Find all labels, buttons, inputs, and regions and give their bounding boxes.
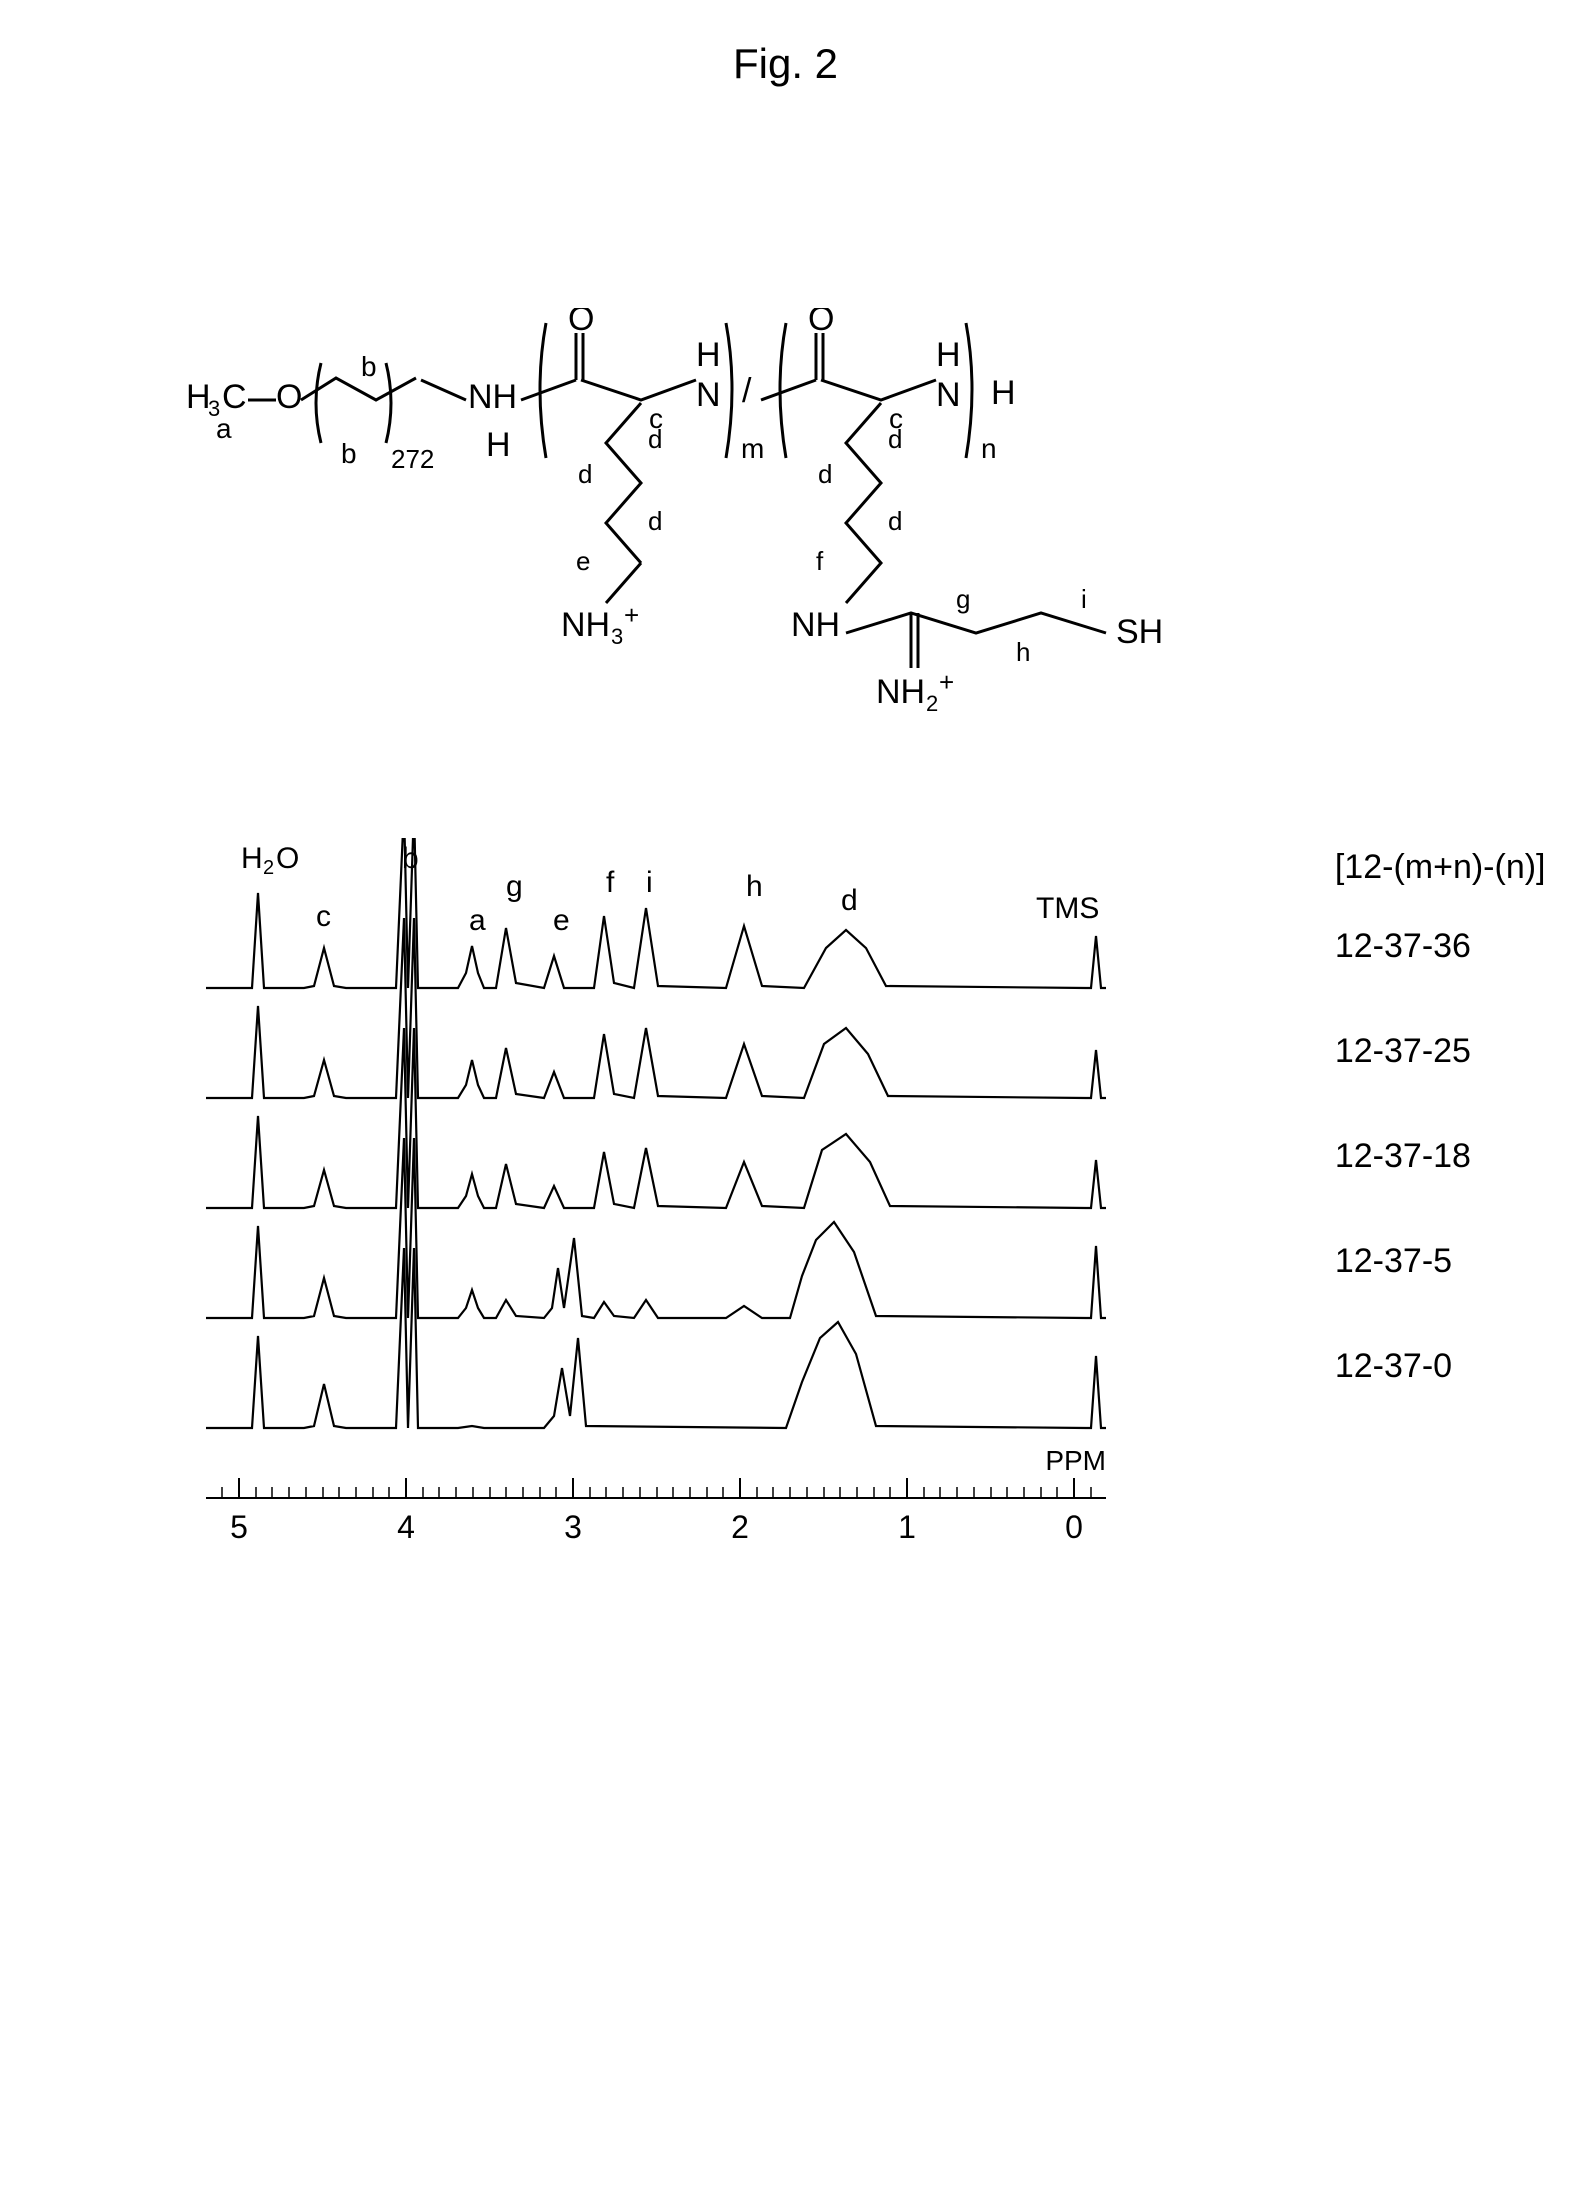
structure-n-sub-label: n	[981, 433, 997, 464]
structure-c-label: C	[222, 378, 247, 416]
trace-12-37-5	[206, 1138, 1106, 1318]
trace-12-37-0	[206, 1248, 1106, 1428]
peak-label-i: i	[646, 866, 653, 899]
structure-o-label: O	[276, 378, 302, 416]
axis-label-ppm: PPM	[1045, 1445, 1106, 1476]
peak-label-g: g	[506, 870, 523, 903]
structure-d2-label: d	[578, 459, 592, 489]
structure-b1-label: b	[361, 351, 377, 382]
structure-272-label: 272	[391, 444, 434, 474]
structure-h2-label: H	[936, 336, 961, 374]
series-label-2: 12-37-18	[1335, 1137, 1546, 1176]
structure-n1-label: N	[696, 376, 721, 414]
peak-label-h2o: H	[241, 842, 263, 875]
structure-nh3-plus: +	[624, 600, 639, 630]
structure-nh3-sub: 3	[611, 624, 623, 649]
tick-1: 1	[898, 1509, 916, 1545]
structure-o2-label: O	[808, 308, 834, 338]
structure-h1-label: H	[696, 336, 721, 374]
tick-5: 5	[230, 1509, 248, 1545]
tick-0: 0	[1065, 1509, 1083, 1545]
peak-label-h: h	[746, 870, 763, 903]
nmr-spectra-stack: H 2 O b c a g e f i h d TMS	[186, 838, 1386, 1598]
structure-d4-label: d	[888, 424, 902, 454]
structure-nh2plus: NH	[876, 673, 925, 711]
structure-d6-label: d	[888, 506, 902, 536]
structure-nh2-sub: 2	[926, 691, 938, 716]
structure-a-label: a	[216, 413, 232, 444]
chemical-structure: H 3 C a O b b 272 NH	[186, 308, 1286, 828]
structure-nh-label: NH	[468, 378, 517, 416]
structure-m-label: m	[741, 433, 764, 464]
peak-label-d: d	[841, 884, 858, 917]
structure-d1-label: d	[648, 424, 662, 454]
trace-group	[206, 838, 1106, 1428]
structure-terminal-h: H	[991, 374, 1016, 412]
structure-h-under-nh: H	[486, 426, 511, 464]
axis-minor-ticks	[222, 1487, 1091, 1498]
structure-slash: /	[742, 372, 752, 410]
trace-12-37-25	[206, 918, 1106, 1098]
structure-i-label: i	[1081, 584, 1087, 614]
nmr-spectra-svg: H 2 O b c a g e f i h d TMS	[186, 838, 1126, 1598]
structure-h-label: h	[1016, 637, 1030, 667]
tick-2: 2	[731, 1509, 749, 1545]
peak-label-a: a	[469, 904, 486, 937]
peak-label-h2o-o: O	[276, 842, 299, 875]
peak-label-tms: TMS	[1036, 892, 1099, 925]
structure-d3-label: d	[648, 506, 662, 536]
structure-d5-label: d	[818, 459, 832, 489]
structure-h3c-label: H	[186, 378, 211, 416]
structure-e-label: e	[576, 546, 590, 576]
structure-nh2-plus: +	[939, 667, 954, 697]
series-label-3: 12-37-5	[1335, 1242, 1546, 1281]
structure-nh-amidino: NH	[791, 606, 840, 644]
structure-nh3plus: NH	[561, 606, 610, 644]
series-label-4: 12-37-0	[1335, 1347, 1546, 1386]
structure-b2-label: b	[341, 438, 357, 469]
trace-12-37-18	[206, 1028, 1106, 1208]
peak-label-f: f	[606, 866, 615, 899]
series-label-0: 12-37-36	[1335, 927, 1546, 966]
peak-label-e: e	[553, 904, 570, 937]
trace-12-37-36	[206, 838, 1106, 988]
figure-title: Fig. 2	[40, 40, 1531, 88]
figure-content: H 3 C a O b b 272 NH	[186, 308, 1386, 1598]
peak-label-h2o-sub: 2	[263, 857, 274, 879]
series-label-1: 12-37-25	[1335, 1032, 1546, 1071]
tick-3: 3	[564, 1509, 582, 1545]
structure-n2-label: N	[936, 376, 961, 414]
structure-o1-label: O	[568, 308, 594, 338]
structure-f-label: f	[816, 546, 824, 576]
series-header: [12-(m+n)-(n)]	[1335, 848, 1546, 887]
peak-label-c: c	[316, 900, 331, 933]
series-label-column: [12-(m+n)-(n)] 12-37-36 12-37-25 12-37-1…	[1335, 838, 1546, 1452]
structure-g-label: g	[956, 584, 970, 614]
axis-tick-labels: 5 4 3 2 1 0	[230, 1509, 1083, 1545]
structure-sh-label: SH	[1116, 613, 1163, 651]
tick-4: 4	[397, 1509, 415, 1545]
